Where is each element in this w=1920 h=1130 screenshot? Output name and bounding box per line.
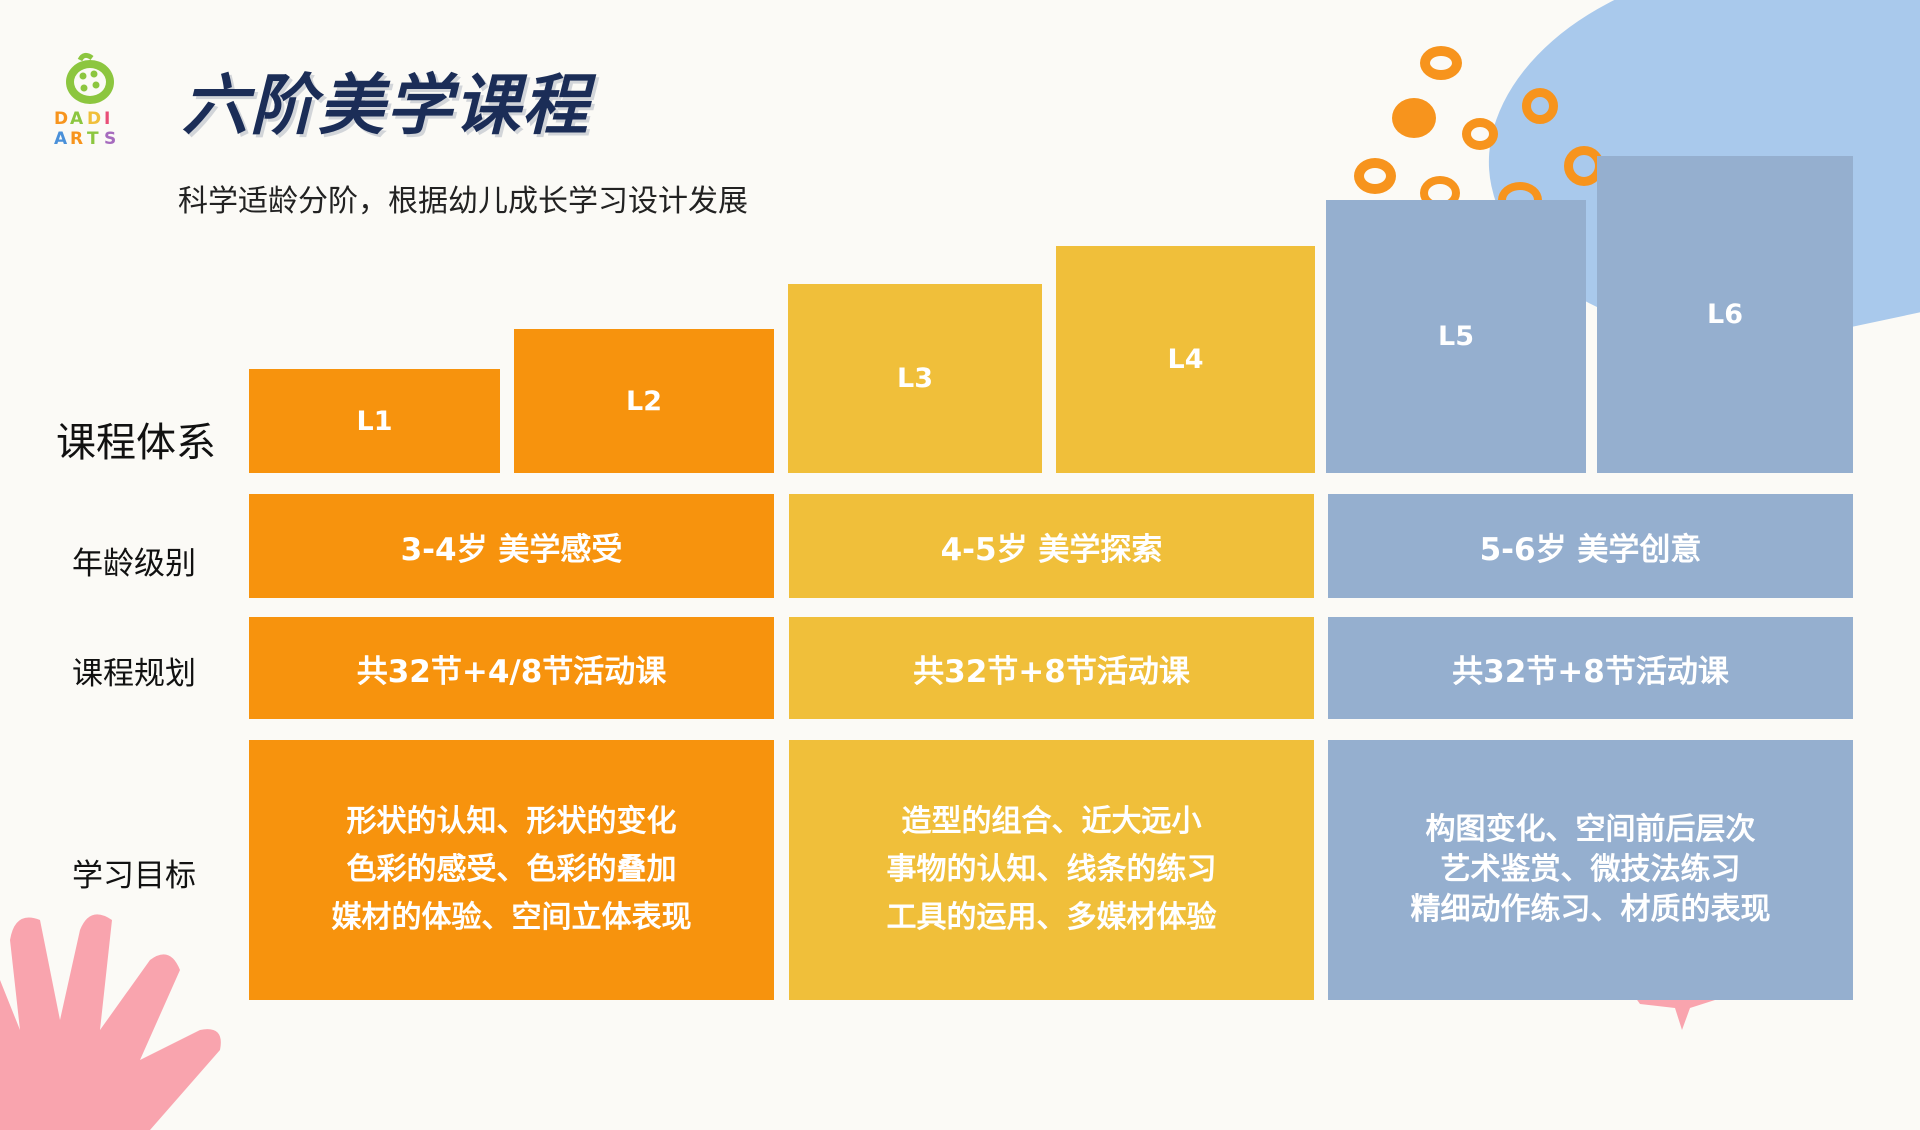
- course-plan-orange: 共32节+4/8节活动课: [249, 617, 774, 719]
- row-label-course-plan: 课程规划: [72, 656, 196, 692]
- goal-line: 工具的运用、多媒材体验: [886, 900, 1217, 935]
- goal-line: 造型的组合、近大远小: [901, 804, 1202, 839]
- age-band-3-4: 3-4岁 美学感受: [249, 494, 774, 598]
- svg-text:D: D: [87, 109, 101, 129]
- decor-dot: [1392, 98, 1436, 138]
- decor-ring: [1420, 46, 1462, 80]
- decor-ring: [1522, 88, 1558, 124]
- course-plan-blue: 共32节+8节活动课: [1328, 617, 1853, 719]
- level-block-l2: L2: [514, 329, 774, 473]
- goal-line: 艺术鉴赏、微技法练习: [1440, 852, 1741, 887]
- level-block-l1: L1: [249, 369, 500, 473]
- row-label-course-system: 课程体系: [56, 420, 216, 466]
- svg-text:I: I: [104, 109, 110, 129]
- level-block-l6: L6: [1597, 156, 1853, 473]
- course-plan-yellow: 共32节+8节活动课: [789, 617, 1314, 719]
- page-title: 六阶美学课程: [182, 67, 590, 144]
- decor-ring: [1462, 118, 1498, 150]
- goal-line: 精细动作练习、材质的表现: [1410, 892, 1771, 927]
- svg-text:S: S: [104, 129, 116, 149]
- goal-line: 色彩的感受、色彩的叠加: [346, 852, 677, 887]
- row-label-learning-goal: 学习目标: [72, 858, 196, 894]
- goal-line: 事物的认知、线条的练习: [886, 852, 1217, 887]
- learning-goal-blue: 构图变化、空间前后层次 艺术鉴赏、微技法练习 精细动作练习、材质的表现: [1328, 740, 1853, 1000]
- decor-pink-hand: [0, 914, 221, 1130]
- svg-text:A: A: [70, 109, 84, 129]
- age-band-4-5: 4-5岁 美学探索: [789, 494, 1314, 598]
- svg-text:R: R: [70, 129, 83, 149]
- goal-line: 构图变化、空间前后层次: [1425, 812, 1756, 847]
- svg-text:T: T: [87, 129, 99, 149]
- level-block-l5: L5: [1326, 200, 1586, 473]
- decor-pink-splash: [1630, 990, 1720, 1030]
- goal-line: 媒材的体验、空间立体表现: [331, 900, 692, 935]
- learning-goal-yellow: 造型的组合、近大远小 事物的认知、线条的练习 工具的运用、多媒材体验: [789, 740, 1314, 1000]
- dadi-arts-logo: D A D I A R T S: [54, 52, 116, 149]
- svg-text:A: A: [54, 129, 68, 149]
- svg-text:D: D: [54, 109, 68, 129]
- page-subtitle: 科学适龄分阶，根据幼儿成长学习设计发展: [178, 184, 748, 219]
- age-band-5-6: 5-6岁 美学创意: [1328, 494, 1853, 598]
- learning-goal-orange: 形状的认知、形状的变化 色彩的感受、色彩的叠加 媒材的体验、空间立体表现: [249, 740, 774, 1000]
- row-label-age-level: 年龄级别: [72, 546, 196, 582]
- decor-ring: [1354, 158, 1396, 194]
- goal-line: 形状的认知、形状的变化: [346, 804, 677, 839]
- level-block-l4: L4: [1056, 246, 1315, 473]
- level-block-l3: L3: [788, 284, 1042, 473]
